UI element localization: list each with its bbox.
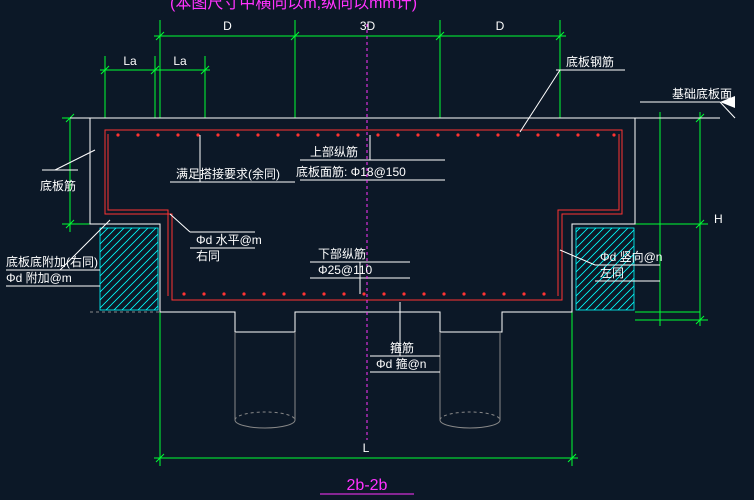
dim-label: La bbox=[123, 54, 137, 68]
label-top-rebar: 上部纵筋 bbox=[310, 144, 358, 159]
label-left-vert: 底板筋 bbox=[40, 178, 76, 193]
label-stirrup-spec: Φd 箍@n bbox=[376, 356, 426, 371]
label-slab-rebar: 底板钢筋 bbox=[566, 54, 614, 69]
section-title: 2b-2b bbox=[347, 477, 388, 494]
label-horiz: Φd 水平@m bbox=[196, 233, 262, 247]
dim-L: L bbox=[363, 441, 370, 455]
label-horiz2: 右同 bbox=[196, 248, 220, 263]
dim-label: 3D bbox=[360, 19, 376, 33]
label-vert: Φd 竖向@n bbox=[600, 249, 662, 264]
label-base-surface: 基础底板面 bbox=[672, 86, 732, 101]
header-note: (本图尺寸中横向以m,纵向以mm计) bbox=[170, 0, 417, 12]
label-stirrup: 箍筋 bbox=[390, 340, 414, 355]
label-vert2: 左同 bbox=[600, 265, 624, 280]
label-left-add1: 底板底附加(右同) bbox=[6, 254, 98, 269]
label-bot-rebar: 下部纵筋 bbox=[318, 246, 366, 261]
dim-label: La bbox=[173, 54, 187, 68]
label-slab-top: 底板面筋: Φ18@150 bbox=[296, 164, 406, 179]
label-spec-note: 满足搭接要求(余同) bbox=[176, 166, 280, 181]
dim-H: H bbox=[714, 212, 723, 226]
label-left-add2: Φd 附加@m bbox=[6, 271, 72, 285]
dim-label: D bbox=[223, 19, 232, 33]
label-bot-spec: Φ25@110 bbox=[318, 263, 373, 277]
dim-label: D bbox=[496, 19, 505, 33]
